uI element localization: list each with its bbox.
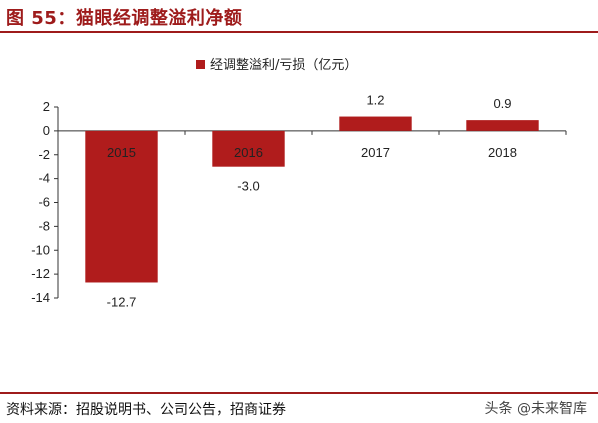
y-tick-label: -2 xyxy=(38,147,50,162)
title-rule xyxy=(0,31,598,33)
labels: 2015 -12.7 2016 -3.0 2017 1.2 2018 0.9 xyxy=(107,93,517,310)
watermark: 头条 @未来智库 xyxy=(481,397,590,419)
x-tick-label: 2016 xyxy=(234,145,263,160)
y-tick-label: -12 xyxy=(31,266,50,281)
legend: 经调整溢利/亏损（亿元） xyxy=(196,58,357,73)
bar-2015 xyxy=(85,130,158,283)
y-tick-label: 2 xyxy=(43,99,50,114)
data-label: 1.2 xyxy=(366,93,384,108)
x-tick-label: 2018 xyxy=(488,145,517,160)
legend-label: 经调整溢利/亏损（亿元） xyxy=(210,58,357,73)
bars xyxy=(85,116,539,283)
x-tick-label: 2017 xyxy=(361,145,390,160)
y-tick-label: -4 xyxy=(38,171,50,186)
bar-2017 xyxy=(339,116,412,131)
data-label: -3.0 xyxy=(237,179,259,194)
bar-2016 xyxy=(212,130,285,167)
y-tick-label: -14 xyxy=(31,290,50,305)
y-tick-label: -8 xyxy=(38,218,50,233)
source-note: 资料来源：招股说明书、公司公告，招商证券 xyxy=(6,402,286,418)
legend-swatch xyxy=(196,60,205,69)
figure-title: 图 55：猫眼经调整溢利净额 xyxy=(6,8,243,29)
y-tick-label: -10 xyxy=(31,242,50,257)
y-tick-label: -6 xyxy=(38,195,50,210)
x-tick-label: 2015 xyxy=(107,145,136,160)
bar-2018 xyxy=(466,120,539,131)
bar-chart: 经调整溢利/亏损（亿元） 2 0 -2 -4 -6 -8 -10 -12 -14 2015 -12… xyxy=(31,58,567,310)
data-label: -12.7 xyxy=(107,294,137,309)
y-tick-label: 0 xyxy=(43,123,50,138)
data-label: 0.9 xyxy=(493,96,511,111)
footer-rule xyxy=(0,392,598,394)
